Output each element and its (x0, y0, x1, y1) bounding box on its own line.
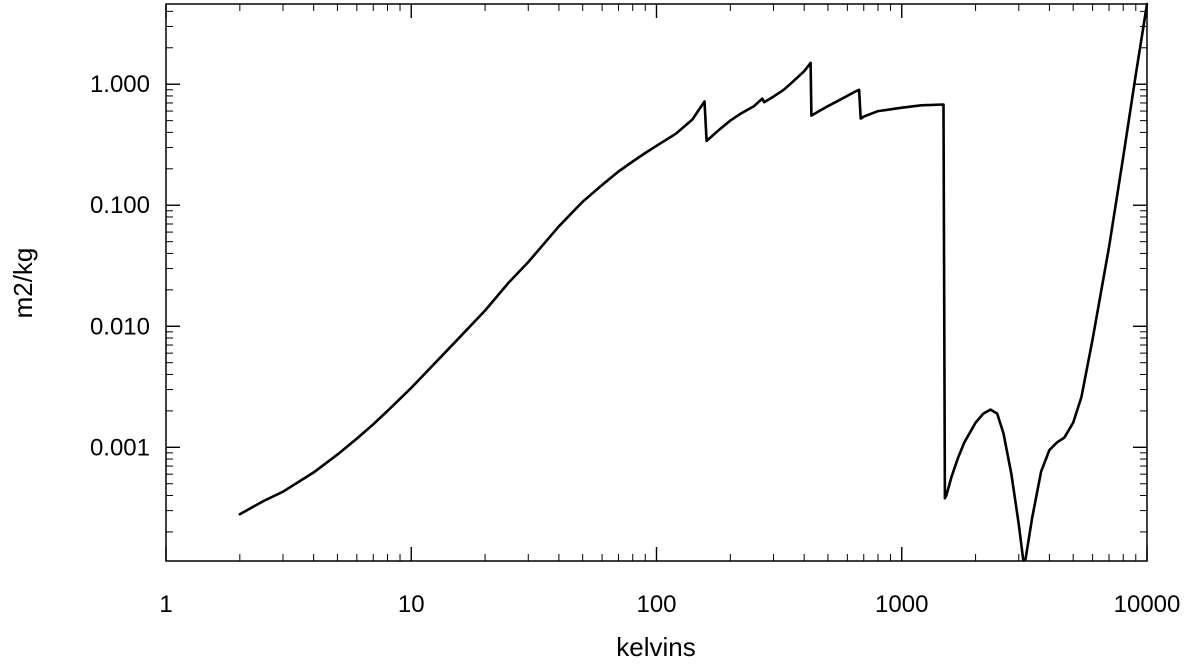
x-tick-label: 1000 (875, 591, 928, 618)
y-tick-label: 0.010 (90, 313, 150, 340)
x-tick-labels: 1 10 100 1000 10000 (159, 591, 1180, 618)
minor-ticks (166, 4, 1147, 561)
y-tick-label: 1.000 (90, 71, 150, 98)
y-tick-label: 0.001 (90, 434, 150, 461)
major-ticks (165, 4, 1148, 561)
y-tick-label: 0.100 (90, 192, 150, 219)
x-tick-label: 10000 (1114, 591, 1181, 618)
y-axis-label: m2/kg (8, 248, 38, 319)
series-line (238, 2, 1149, 562)
y-tick-labels: 0.001 0.010 0.100 1.000 (90, 71, 150, 461)
plot-frame (165, 3, 1148, 562)
x-tick-label: 10 (398, 591, 425, 618)
x-tick-label: 100 (636, 591, 676, 618)
x-tick-label: 1 (159, 591, 172, 618)
x-axis-label: kelvins (616, 632, 695, 662)
